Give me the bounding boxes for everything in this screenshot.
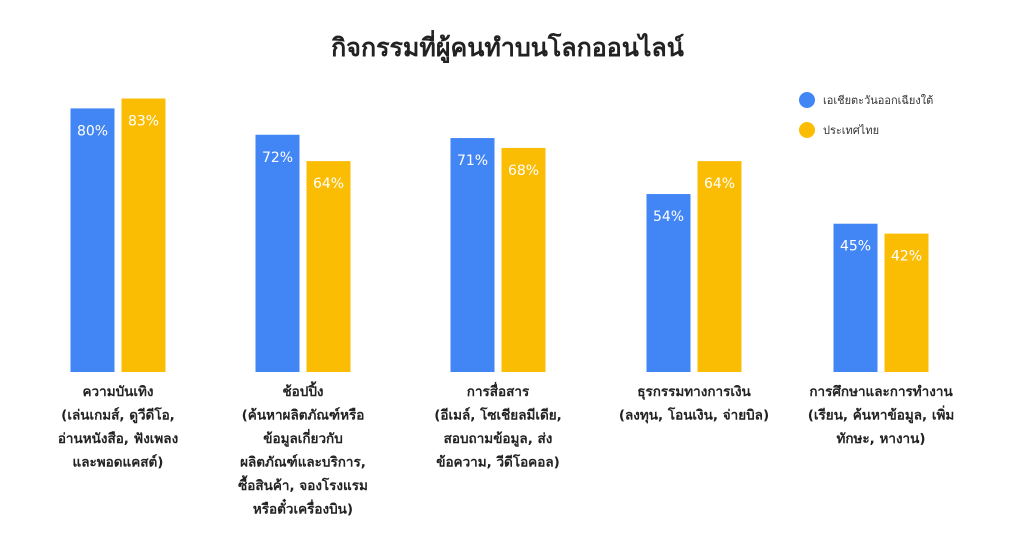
bar-sea-0 — [70, 108, 115, 373]
bar-value-label: 68% — [508, 163, 539, 179]
bar-value-label: 42% — [891, 249, 922, 265]
bar-value-label: 64% — [704, 176, 735, 192]
legend-label-thailand: ประเทศไทย — [823, 124, 879, 137]
category-label-line: หรือตั๋วเครื่องบิน) — [253, 498, 353, 518]
bar-sea-1 — [255, 134, 300, 372]
category-label-line: (อีเมล์, โซเชียลมีเดีย, — [434, 406, 562, 424]
category-label-line: ธุรกรรมทางการเงิน — [637, 384, 751, 400]
category-label-line: การสื่อสาร — [467, 381, 530, 400]
category-label-4: การศึกษาและการทำงาน (เรียน, ค้นหาข้อมูล, … — [808, 384, 955, 447]
bar-sea-2 — [450, 138, 495, 372]
category-label-line: สอบถามข้อมูล, ส่ง — [444, 431, 553, 447]
category-label-line: ผลิตภัณฑ์และบริการ, — [240, 454, 366, 471]
category-label-3: ธุรกรรมทางการเงิน (ลงทุน, โอนเงิน, จ่ายบิ… — [619, 384, 769, 424]
bar-thailand-0 — [121, 98, 166, 372]
bar-sea-4 — [833, 223, 878, 372]
bar-thailand-2 — [501, 147, 546, 372]
category-label-line: ช้อปปิ้ง — [282, 381, 323, 400]
category-label-line: ความบันเทิง — [83, 384, 154, 400]
legend-label-sea: เอเชียตะวันออกเฉียงใต้ — [823, 94, 933, 107]
legend-swatch-sea — [799, 92, 815, 108]
category-label-line: อ่านหนังสือ, ฟังเพลง — [58, 431, 178, 447]
bar-thailand-4 — [884, 233, 929, 372]
bar-thailand-3 — [697, 161, 742, 372]
category-labels: ความบันเทิง (เล่นเกมส์, ดูวีดีโอ, อ่านหนัง… — [58, 381, 954, 518]
bar-value-label: 64% — [313, 176, 344, 192]
bar-value-label: 54% — [653, 209, 684, 225]
category-label-line: ข้อความ, วีดีโอคอล) — [436, 453, 560, 471]
bar-value-label: 71% — [457, 153, 488, 169]
category-label-2: การสื่อสาร (อีเมล์, โซเชียลมีเดีย, สอบถามข… — [434, 381, 562, 471]
category-label-line: การศึกษาและการทำงาน — [809, 384, 953, 400]
category-label-line: ซื้อสินค้า, จองโรงแรม — [238, 475, 368, 494]
category-label-line: (เรียน, ค้นหาข้อมูล, เพิ่ม — [808, 405, 955, 424]
bar-value-label: 72% — [262, 150, 293, 166]
legend: เอเชียตะวันออกเฉียงใต้ประเทศไทย — [799, 92, 933, 138]
category-label-line: (เล่นเกมส์, ดูวีดีโอ, — [61, 406, 175, 424]
category-label-line: ข้อมูลเกี่ยวกับ — [263, 428, 343, 447]
bar-value-label: 80% — [77, 123, 108, 139]
category-label-line: ทักษะ, หางาน) — [836, 431, 925, 447]
bar-sea-3 — [646, 194, 691, 372]
bar-value-label: 83% — [128, 114, 159, 130]
bar-thailand-1 — [306, 161, 351, 372]
category-label-0: ความบันเทิง (เล่นเกมส์, ดูวีดีโอ, อ่านหนัง… — [58, 384, 178, 471]
category-label-1: ช้อปปิ้ง (ค้นหาผลิตภัณฑ์หรือข้อมูลเกี่ยวก… — [238, 381, 368, 518]
legend-swatch-thailand — [799, 122, 815, 138]
bar-value-label: 45% — [840, 239, 871, 255]
bars-layer: 80% 83% 72% 64% 71% 68% 54% 64% 45% 42% — [70, 98, 929, 373]
chart-title: กิจกรรมที่ผู้คนทำบนโลกออนไลน์ — [331, 33, 684, 62]
category-label-line: (ค้นหาผลิตภัณฑ์หรือ — [242, 407, 365, 424]
category-label-line: (ลงทุน, โอนเงิน, จ่ายบิล) — [619, 406, 769, 424]
category-label-line: และพอดแคสต์) — [73, 454, 164, 471]
